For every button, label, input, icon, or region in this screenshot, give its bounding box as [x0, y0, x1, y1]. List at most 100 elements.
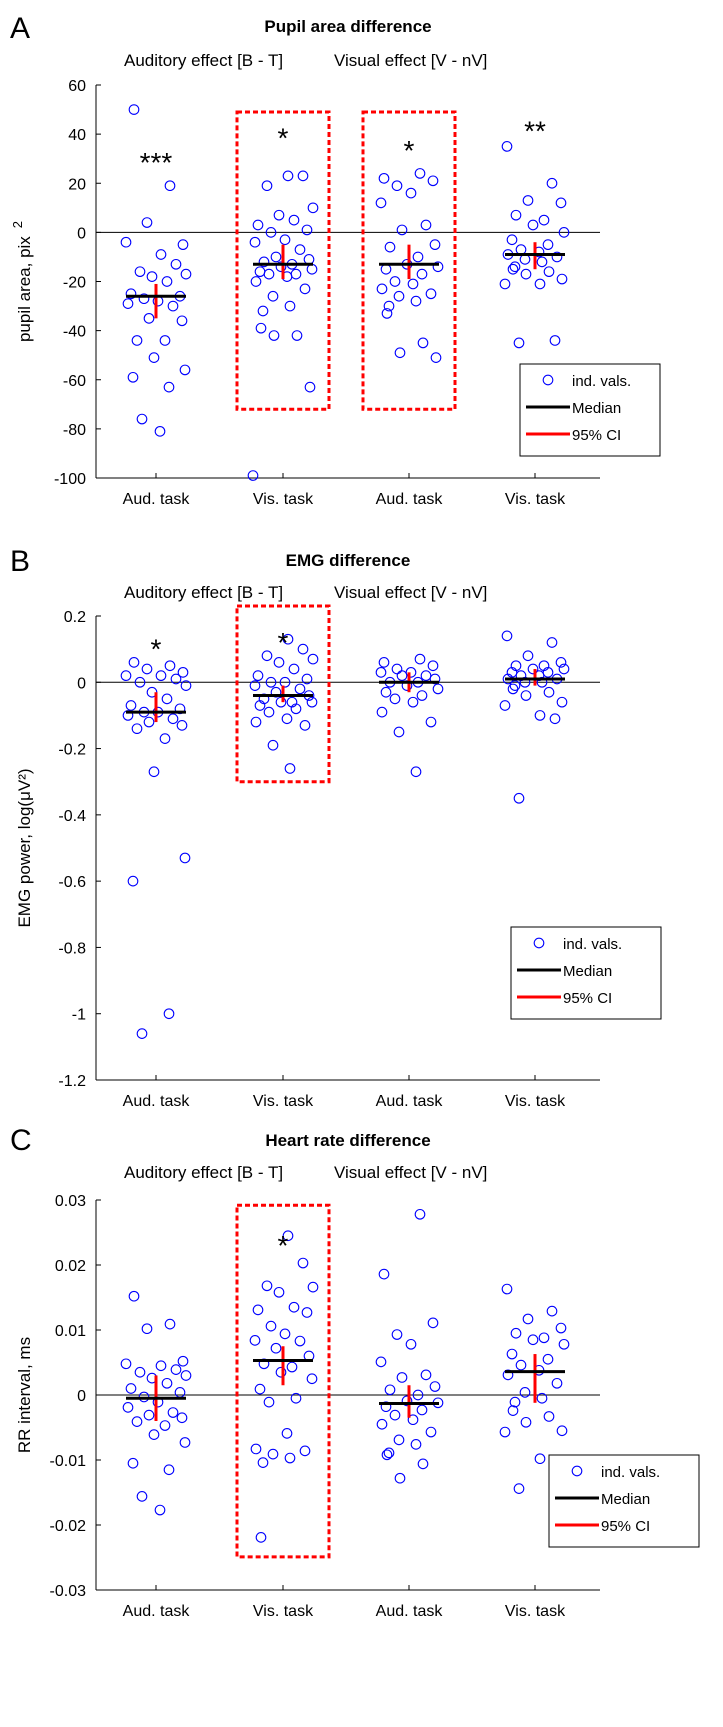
data-point	[513, 792, 525, 804]
data-point	[542, 666, 554, 678]
data-point	[375, 1356, 387, 1368]
data-point	[134, 676, 146, 688]
data-point	[384, 1384, 396, 1396]
data-point	[128, 104, 140, 115]
data-point	[128, 657, 140, 668]
data-point	[250, 716, 262, 728]
legend-label-points: ind. vals.	[563, 936, 622, 953]
data-point	[509, 261, 521, 273]
data-point	[136, 1028, 148, 1039]
y-tick-label: 40	[68, 127, 86, 144]
legend-label-median: Median	[563, 963, 612, 980]
data-point	[412, 1389, 424, 1401]
y-tick-label: 0	[77, 1388, 86, 1405]
data-point	[425, 1426, 437, 1438]
legend: ind. vals. Median 95% CI	[510, 926, 662, 1020]
data-point	[127, 875, 139, 887]
legend-label-ci: 95% CI	[601, 1518, 650, 1535]
data-point	[520, 1416, 532, 1428]
data-point	[527, 663, 539, 675]
group-2: *	[249, 1230, 319, 1543]
data-point	[299, 1445, 311, 1457]
data-point	[164, 1318, 176, 1330]
data-point	[416, 268, 428, 280]
data-point	[249, 236, 261, 248]
data-point	[558, 227, 570, 238]
significance-marker: **	[524, 115, 546, 146]
data-point	[167, 300, 179, 312]
data-point	[394, 1472, 406, 1484]
group-2: *	[247, 123, 319, 481]
y-tick-label: -1.2	[58, 1073, 86, 1090]
data-point	[551, 1377, 563, 1389]
data-point	[380, 1401, 392, 1413]
subtitle-auditory: Auditory effect [B - T]	[124, 51, 283, 70]
data-point	[176, 720, 188, 731]
data-point	[405, 187, 417, 199]
data-point	[420, 219, 432, 231]
data-point	[394, 347, 406, 359]
data-point	[420, 670, 432, 682]
data-point	[154, 425, 166, 437]
data-point	[143, 312, 155, 324]
data-point	[520, 690, 532, 701]
data-point	[522, 195, 534, 206]
data-point	[414, 653, 426, 665]
x-tick-label: Vis. task	[253, 1093, 314, 1110]
x-tick-label: Vis. task	[505, 1093, 566, 1110]
data-point	[268, 330, 280, 341]
data-point	[410, 766, 422, 778]
group-4	[499, 630, 570, 804]
data-point	[534, 710, 546, 721]
highlight-box	[361, 110, 457, 411]
chart-title: Pupil area difference	[264, 17, 431, 36]
data-point	[265, 676, 277, 688]
data-point	[180, 1370, 192, 1381]
data-point	[141, 217, 153, 228]
legend-box	[510, 926, 662, 1020]
data-point	[556, 696, 568, 708]
data-point	[381, 308, 393, 319]
data-point	[177, 666, 189, 678]
data-point	[380, 263, 392, 275]
data-point	[405, 1338, 417, 1350]
significance-marker: *	[151, 634, 162, 665]
data-point	[506, 234, 518, 246]
highlight-box	[235, 110, 331, 411]
data-point	[420, 1369, 432, 1381]
data-point	[306, 1373, 318, 1385]
data-point	[131, 723, 143, 735]
y-tick-label: -0.8	[58, 940, 86, 957]
group-1: *	[120, 634, 192, 1039]
data-point	[176, 315, 188, 327]
data-point	[288, 1301, 300, 1313]
data-point	[131, 335, 143, 346]
data-point	[389, 693, 401, 705]
data-point	[499, 278, 511, 290]
data-point	[427, 175, 439, 187]
data-point	[120, 236, 132, 248]
data-point	[154, 1504, 166, 1516]
group-1: ***	[120, 104, 192, 437]
subtitle-visual: Visual effect [V - nV]	[334, 1163, 487, 1182]
data-point	[425, 288, 437, 300]
data-point	[546, 177, 558, 189]
data-point	[279, 1328, 291, 1340]
data-point	[527, 1334, 539, 1346]
data-point	[542, 239, 554, 251]
data-point	[417, 1458, 429, 1470]
data-point	[254, 266, 266, 278]
data-point	[376, 1418, 388, 1430]
y-tick-label: -40	[63, 324, 86, 341]
data-point	[513, 1483, 525, 1494]
data-point	[407, 278, 419, 290]
x-tick-label: Aud. task	[123, 491, 191, 508]
data-point	[509, 1396, 521, 1408]
subtitle-visual: Visual effect [V - nV]	[334, 583, 487, 602]
data-point	[401, 1395, 413, 1407]
data-point	[507, 683, 519, 695]
panel-A: A Pupil area difference Auditory effect [B…	[10, 12, 661, 508]
y-tick-label: -20	[63, 275, 86, 292]
data-point	[303, 254, 315, 265]
data-point	[170, 673, 182, 685]
